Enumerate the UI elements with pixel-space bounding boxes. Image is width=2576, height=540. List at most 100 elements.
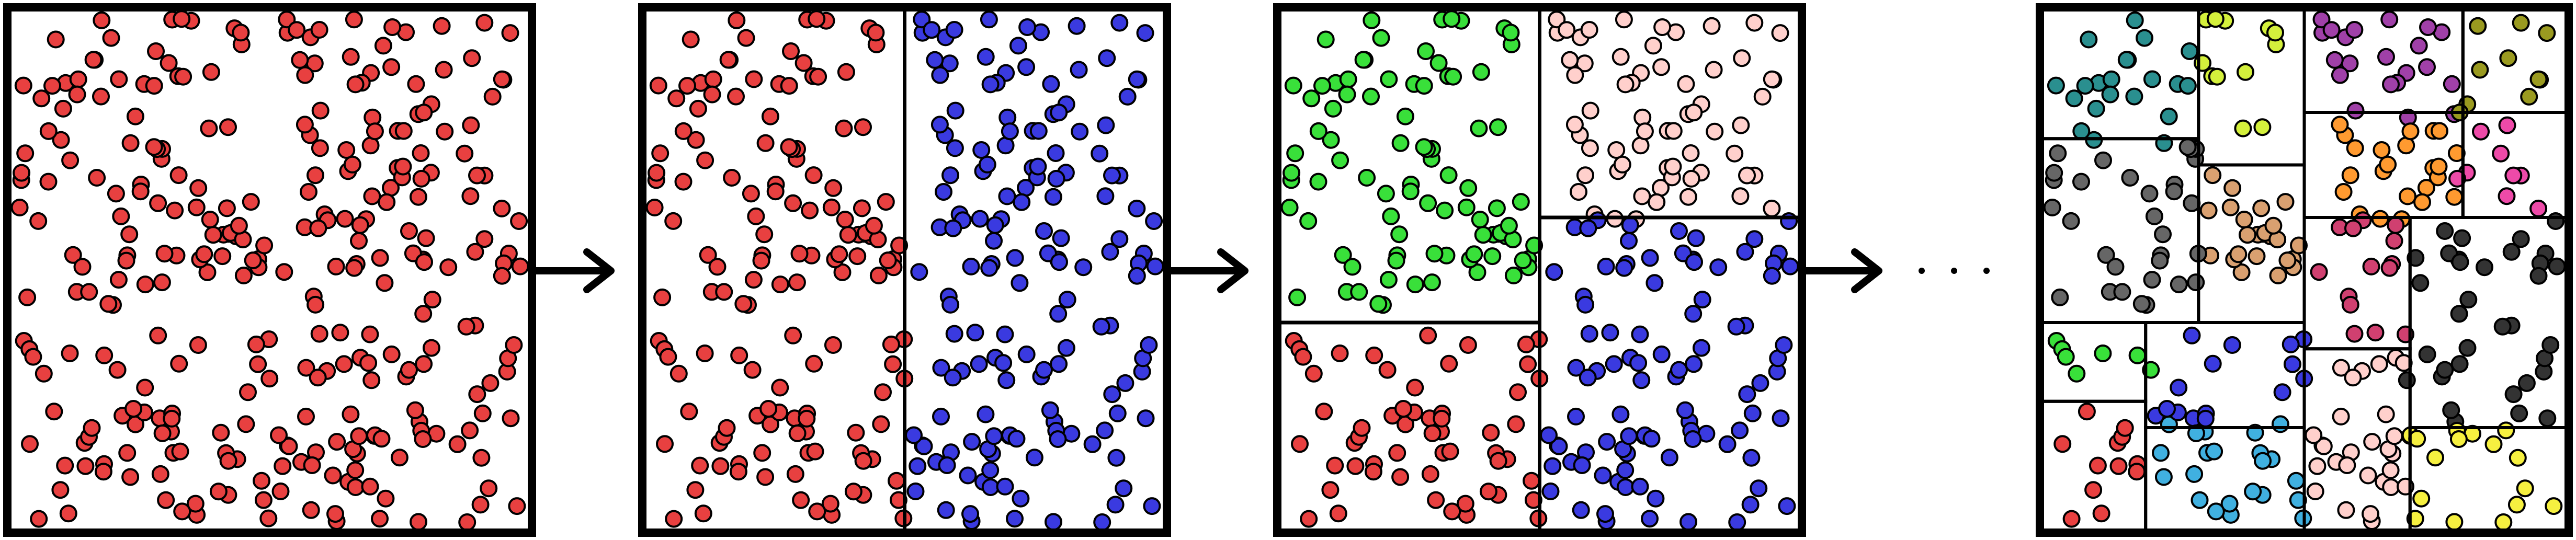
data-point [1771,24,1789,42]
data-point [1728,513,1746,531]
data-point [328,433,346,451]
data-point [260,370,279,388]
data-point [1096,421,1114,440]
data-point [1613,155,1631,174]
data-point [351,216,369,234]
data-point [854,452,872,470]
data-point [195,245,213,263]
data-point [394,122,413,140]
data-point [1286,144,1304,163]
data-point [1115,479,1133,498]
data-point [2310,263,2328,281]
data-point [2516,479,2534,498]
data-point [1479,482,1497,501]
data-point [1641,510,1659,528]
data-point [2382,478,2400,496]
data-point [824,336,842,354]
data-point [73,258,92,276]
data-point [923,21,941,39]
data-point [1456,495,1474,513]
data-point [2128,463,2146,481]
data-point [80,283,98,301]
data-point [2395,354,2413,372]
data-point [35,364,53,383]
data-point [2509,449,2527,467]
data-point [471,496,490,514]
data-point [2338,456,2356,474]
data-point [2187,273,2205,292]
data-point [808,502,826,521]
data-point [247,335,265,353]
data-point [2332,407,2350,426]
data-point [844,482,863,501]
data-point [1670,222,1688,240]
data-point [1615,10,1633,29]
data-point [2199,201,2218,220]
data-point [1137,409,1155,428]
data-point [24,348,42,366]
data-point [149,194,167,212]
data-point [2170,378,2188,397]
data-point [1415,77,1433,95]
data-point [415,253,433,271]
data-point [463,49,481,67]
data-point [1443,10,1461,28]
data-point [2548,257,2566,275]
data-point [959,466,977,485]
data-point [121,134,140,152]
data-point [212,423,230,442]
data-point [242,193,260,211]
data-point [2426,449,2444,467]
data-point [21,435,39,453]
data-point [1581,139,1599,157]
data-point [966,324,984,342]
panel-1-unsplit [3,3,536,537]
data-point [335,355,353,373]
data-point [2057,348,2075,366]
data-point [1074,258,1093,277]
data-point [981,75,1000,94]
data-point [1561,51,1579,69]
data-point [473,404,492,422]
data-point [331,324,349,342]
data-point [275,263,293,281]
data-point [186,495,205,513]
data-point [2445,188,2464,206]
data-point [1670,361,1688,379]
data-point [1741,496,1760,514]
data-point [118,444,137,462]
data-point [169,166,188,185]
data-point [980,10,998,29]
data-point [1433,409,1451,428]
data-point [274,457,292,475]
data-point [1693,291,1711,309]
data-point [371,249,389,267]
data-point [938,456,956,474]
data-point [2458,339,2477,357]
data-point [1394,400,1413,418]
data-point [1541,482,1560,500]
data-point [719,51,737,69]
data-point [2504,166,2523,185]
data-point [1647,489,1665,508]
data-point [1013,193,1031,211]
data-point [1439,166,1458,185]
data-point [2442,401,2460,419]
data-point [1331,344,1349,362]
data-point [10,199,29,216]
data-point [2366,324,2385,342]
data-point [345,10,363,29]
data-point [986,216,1004,234]
data-point [941,295,960,314]
data-point [1612,48,1630,66]
data-point [790,245,809,263]
data-point [346,478,365,496]
data-point [1396,107,1414,125]
data-point [1483,247,1502,266]
data-point [2418,345,2436,363]
data-point [665,510,683,528]
data-point [297,407,315,426]
data-point [2187,424,2205,442]
data-point [124,400,143,418]
data-point [61,151,80,169]
